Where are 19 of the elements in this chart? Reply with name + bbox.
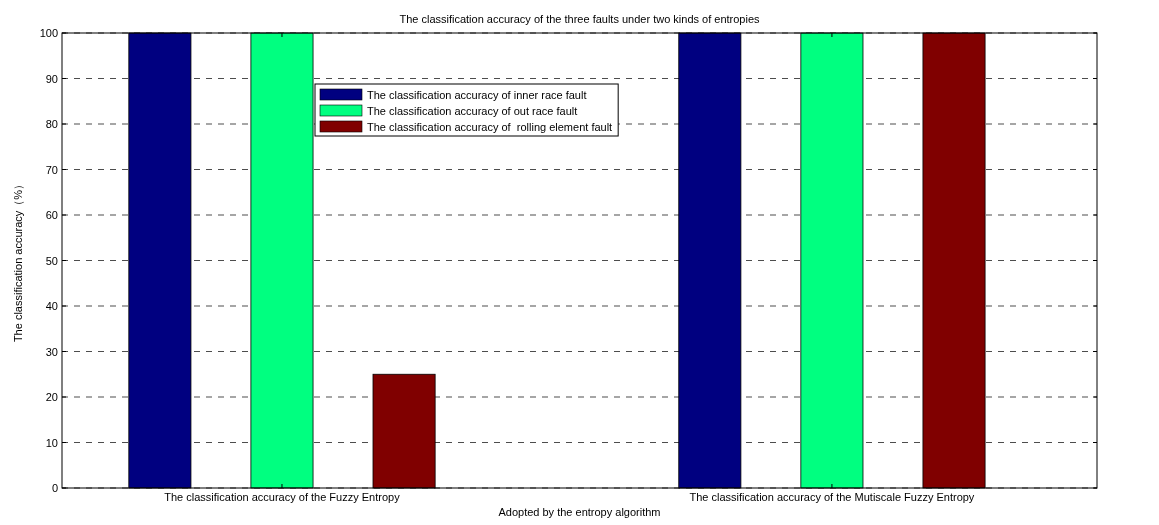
y-tick-label: 20: [45, 391, 58, 403]
legend-label: The classification accuracy of rolling element fault: [367, 121, 613, 133]
y-tick-label: 40: [45, 300, 58, 312]
y-tick-label: 30: [45, 345, 58, 358]
x-axis-title: Adopted by the entropy algorithm: [498, 506, 661, 518]
chart-title: The classification accuracy of the three faults under two kinds of entropies: [399, 13, 761, 25]
y-tick-label: 0: [51, 482, 58, 494]
y-tick-label: 100: [39, 27, 58, 39]
y-tick-label: 50: [45, 254, 58, 267]
y-tick-label: 10: [45, 436, 58, 449]
y-tick-label: 60: [45, 209, 58, 221]
y-tick-label: 80: [45, 118, 58, 130]
y-tick-label: 70: [45, 163, 58, 176]
legend-label: The classification accuracy of out race fault: [367, 105, 578, 117]
y-axis-title: The classification accuracy（%）: [12, 178, 24, 343]
x-tick-label: The classification accuracy of the Mutiscale Fuzzy Entropy: [689, 491, 975, 503]
x-tick-label: The classification accuracy of the Fuzzy Entropy: [164, 491, 401, 503]
legend-label: The classification accuracy of inner race fault: [367, 89, 587, 101]
y-tick-label: 90: [45, 72, 58, 85]
